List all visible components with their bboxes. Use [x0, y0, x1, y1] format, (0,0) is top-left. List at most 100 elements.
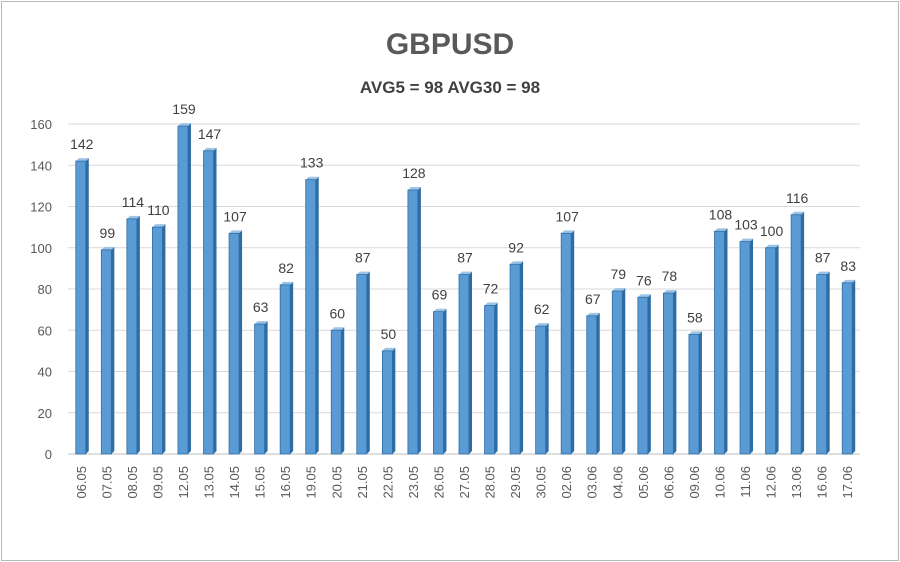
y-tick-label: 120: [30, 200, 52, 215]
bar-front: [714, 230, 725, 455]
x-tick-label: 03.06: [585, 466, 600, 499]
bar-data-label: 142: [70, 136, 94, 152]
bar: [458, 271, 472, 455]
bar-data-label: 159: [172, 101, 196, 117]
bar-front: [662, 292, 674, 455]
bar-top: [75, 158, 89, 162]
bar-top: [126, 215, 140, 219]
bar-front: [126, 218, 138, 455]
x-tick-label: 12.05: [176, 466, 191, 499]
bar-top: [688, 331, 702, 335]
chart-subtitle: AVG5 = 98 AVG30 = 98: [359, 78, 541, 97]
bar-front: [356, 274, 368, 455]
bar: [75, 158, 89, 455]
x-tick-label: 08.05: [125, 466, 140, 499]
bar: [714, 228, 728, 455]
bar-data-label: 87: [355, 250, 371, 266]
bar-data-label: 87: [457, 250, 473, 266]
bar-front: [407, 189, 419, 455]
bar-front: [75, 160, 87, 455]
bar-side: [341, 327, 345, 454]
y-tick-label: 60: [38, 323, 52, 338]
bar-data-label: 76: [636, 272, 652, 288]
bar-data-label: 63: [253, 299, 269, 315]
bar-data-label: 116: [786, 190, 809, 206]
bar: [433, 308, 447, 455]
y-tick-label: 20: [38, 406, 52, 421]
bar-top: [535, 323, 549, 327]
bar: [203, 147, 217, 455]
bar-side: [264, 321, 268, 454]
x-tick-label: 15.05: [253, 466, 268, 499]
bar-data-label: 82: [278, 260, 294, 276]
bar: [279, 281, 294, 455]
bar-top: [586, 312, 600, 316]
bar-top: [305, 176, 319, 180]
x-tick-label: 14.05: [227, 466, 242, 499]
bar-data-label: 110: [147, 202, 170, 218]
bar-front: [100, 249, 112, 455]
bar: [662, 290, 677, 455]
bar-top: [561, 230, 575, 234]
bar: [305, 176, 319, 455]
y-tick-label: 40: [38, 365, 52, 380]
bar-front: [790, 214, 802, 455]
bar: [637, 294, 651, 455]
bar-top: [101, 246, 115, 250]
bar-top: [382, 347, 396, 351]
bar-front: [509, 263, 521, 455]
bar-top: [637, 294, 651, 298]
x-tick-label: 27.05: [457, 466, 472, 499]
bar-top: [791, 211, 805, 215]
bar: [484, 302, 498, 455]
bar-data-label: 60: [329, 305, 345, 321]
bar-top: [152, 224, 166, 228]
bar: [126, 215, 140, 455]
bar-side: [775, 244, 779, 454]
bar-side: [315, 176, 319, 454]
bar-front: [254, 323, 266, 455]
bar: [535, 323, 549, 455]
x-tick-label: 06.05: [74, 466, 89, 499]
bar-front: [330, 329, 342, 455]
bar: [381, 347, 396, 455]
bar: [688, 331, 702, 455]
bar-data-label: 83: [840, 258, 856, 274]
bar-top: [816, 271, 830, 275]
bar-top: [356, 271, 370, 275]
bar-top: [433, 308, 447, 312]
bar: [356, 271, 370, 455]
x-tick-label: 21.05: [355, 466, 370, 499]
x-tick-label: 17.06: [840, 466, 855, 499]
bar-front: [739, 241, 751, 455]
bar-front: [305, 179, 317, 455]
bar-front: [279, 284, 291, 455]
bar-front: [177, 125, 189, 455]
bar-top: [459, 271, 472, 275]
bar: [330, 327, 345, 455]
bar-side: [826, 271, 830, 454]
bar: [100, 246, 115, 455]
bar-data-label: 107: [223, 208, 247, 224]
y-tick-label: 140: [30, 158, 52, 173]
x-tick-label: 10.06: [712, 466, 727, 499]
bar-top: [203, 147, 217, 151]
bar-side: [136, 215, 140, 454]
bar: [560, 230, 575, 455]
bar: [228, 230, 243, 455]
x-tick-label: 22.05: [380, 466, 395, 499]
x-tick-label: 05.06: [636, 466, 651, 499]
bar-front: [381, 350, 393, 455]
bar-top: [714, 228, 728, 232]
x-tick-label: 09.05: [150, 466, 165, 499]
y-tick-label: 80: [38, 282, 52, 297]
bar: [177, 123, 191, 455]
bar-top: [331, 327, 345, 331]
bar: [790, 211, 805, 455]
y-tick-label: 0: [45, 447, 52, 462]
bar-front: [560, 232, 572, 455]
bar: [586, 312, 600, 455]
bar-side: [724, 228, 728, 454]
bar-side: [417, 187, 421, 454]
